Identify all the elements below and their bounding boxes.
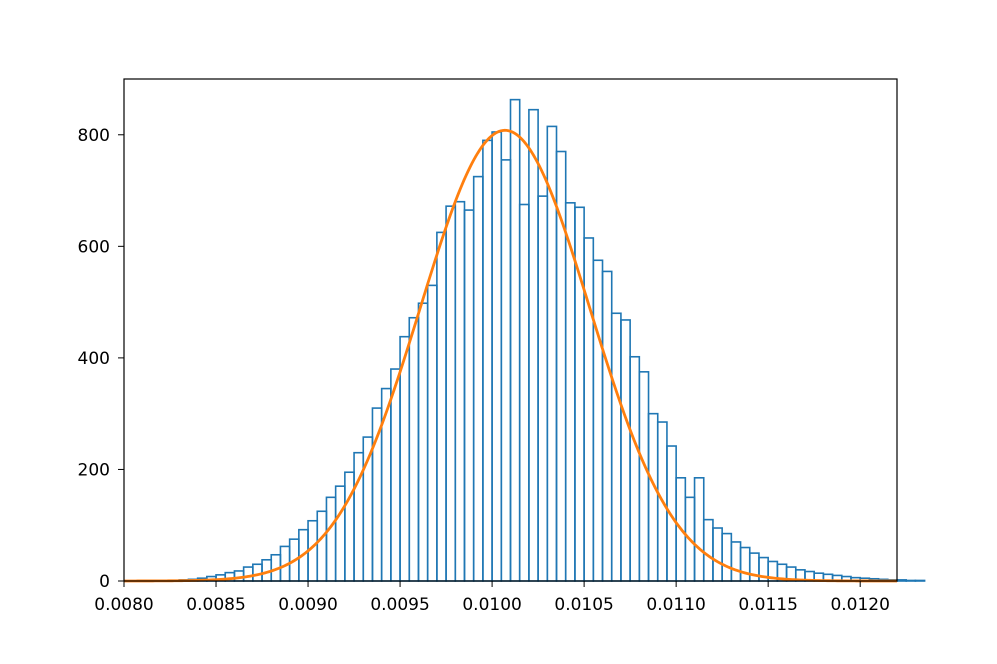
histogram-bar: [693, 477, 705, 582]
histogram-bar: [730, 541, 742, 582]
histogram-bar: [583, 237, 595, 582]
histogram-bar: [500, 159, 512, 582]
histogram-bar: [491, 131, 503, 582]
x-tick-label: 0.0120: [830, 595, 889, 615]
histogram-bar: [914, 579, 926, 582]
histogram-bar: [905, 579, 917, 582]
histogram-bars: [169, 98, 926, 582]
histogram-bar: [610, 312, 622, 582]
histogram-bar: [316, 510, 328, 582]
x-tick-label: 0.0095: [370, 595, 429, 615]
y-tick-label: 0: [99, 572, 110, 592]
y-tick-label: 600: [78, 237, 110, 257]
x-tick-label: 0.0100: [462, 595, 521, 615]
x-tick-label: 0.0090: [278, 595, 337, 615]
histogram-bar: [739, 546, 751, 582]
histogram-bar: [702, 518, 714, 582]
y-tick-label: 800: [78, 126, 110, 146]
histogram-bar: [445, 205, 457, 582]
x-tick-label: 0.0105: [554, 595, 613, 615]
histogram-bar: [528, 108, 539, 582]
histogram-bar: [601, 270, 613, 582]
histogram-bar: [518, 203, 530, 582]
histogram-bar: [344, 471, 355, 582]
histogram-bar: [592, 259, 604, 582]
y-axis: 0 200 400 600 800: [78, 126, 124, 592]
histogram-bar: [537, 195, 549, 582]
x-tick-label: 0.0085: [186, 595, 245, 615]
plot-frame: [123, 78, 898, 582]
histogram-bar: [417, 302, 429, 582]
histogram-bar: [620, 319, 631, 582]
y-tick-label: 200: [78, 460, 110, 480]
x-tick-label: 0.0115: [738, 595, 797, 615]
histogram-bar: [454, 200, 466, 582]
histogram-bar: [509, 98, 521, 582]
normal-fit-curve: [124, 128, 897, 583]
histogram-bar: [896, 579, 907, 582]
histogram-bar: [472, 175, 484, 582]
histogram-bar: [638, 371, 650, 582]
histogram-bar: [482, 139, 493, 582]
histogram-bar: [426, 284, 438, 582]
histogram-bar: [712, 527, 723, 582]
histogram-bar: [647, 412, 659, 582]
x-tick-label: 0.0080: [94, 595, 153, 615]
histogram-bar: [242, 566, 254, 582]
histogram-bar: [463, 209, 475, 582]
y-tick-label: 400: [78, 349, 110, 369]
histogram-bar: [408, 316, 420, 582]
histogram-bar: [334, 485, 346, 582]
x-axis: 0.0080 0.0085 0.0090 0.0095 0.0100 0.0105 0.01…: [94, 581, 890, 615]
histogram-bar: [399, 335, 411, 582]
histogram-bar: [325, 496, 337, 582]
x-tick-label: 0.0110: [646, 595, 705, 615]
histogram-bar: [390, 368, 401, 582]
histogram-bar: [436, 231, 447, 582]
histogram-bar: [629, 355, 641, 582]
histogram-bar: [721, 532, 733, 582]
